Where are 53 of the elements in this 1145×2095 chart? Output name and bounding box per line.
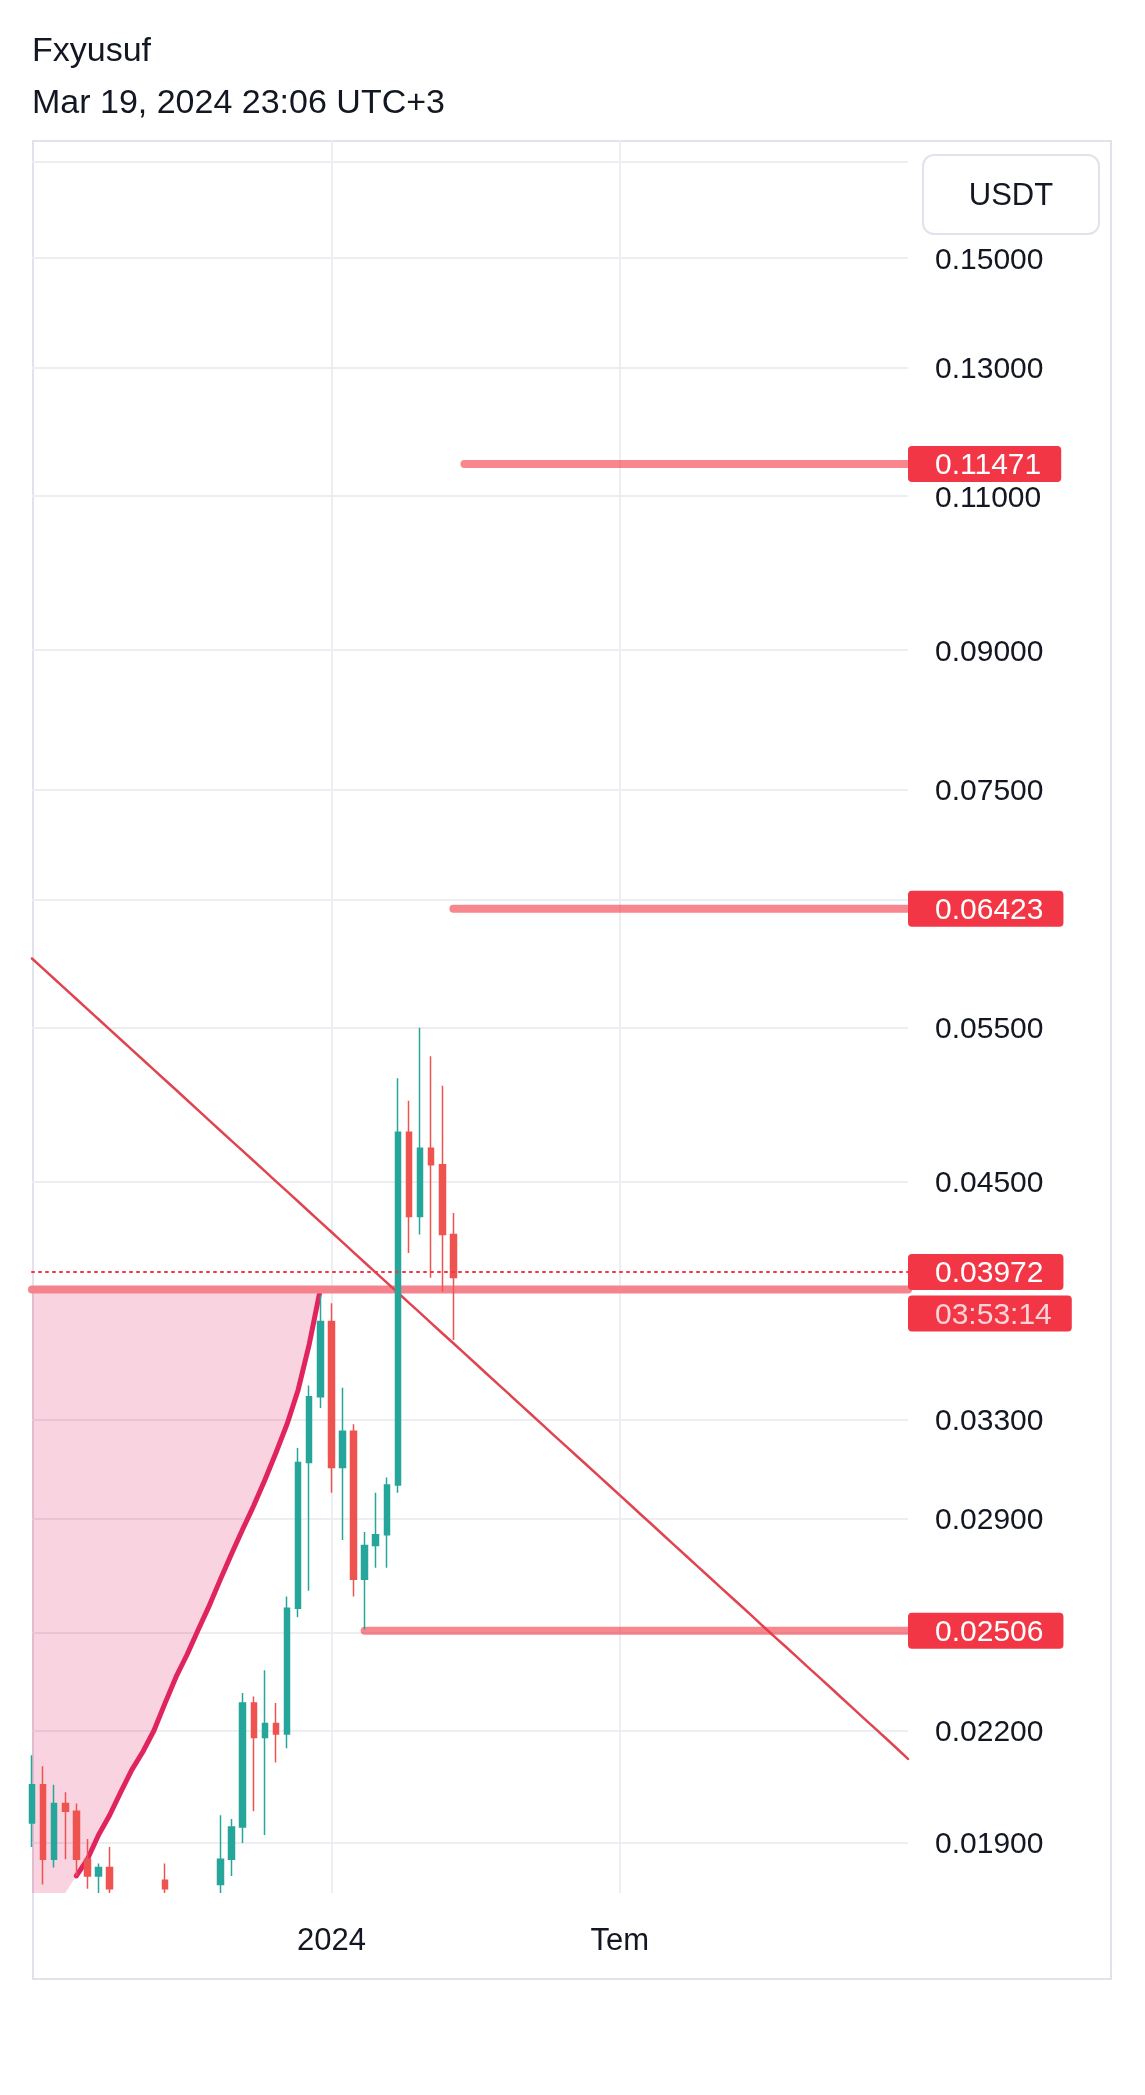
data-label: 0.11471 (935, 447, 1042, 481)
candlestick (216, 1814, 225, 1894)
candlestick (50, 1783, 58, 1869)
candlestick (360, 1531, 369, 1631)
line-series (30, 957, 910, 1761)
data-label: 0.02506 (935, 1614, 1044, 1648)
candlestick (227, 1818, 236, 1877)
y-tick-label: 0.02200 (935, 1714, 1044, 1748)
y-tick-label: 0.13000 (935, 351, 1044, 385)
candlestick (438, 1084, 447, 1293)
candlestick (238, 1692, 247, 1844)
candlestick (405, 1100, 413, 1254)
candlestick (371, 1491, 380, 1569)
y-tick-label: 0.09000 (935, 633, 1044, 667)
chart-subtitle: Mar 19, 2024 23:06 UTC+3 (32, 81, 445, 122)
candlestick (449, 1212, 458, 1341)
y-tick-label: 0.04500 (935, 1165, 1044, 1199)
candlestick (83, 1838, 92, 1890)
candlestick (28, 1754, 36, 1848)
candlestick (250, 1695, 258, 1813)
y-tick-label: 0.15000 (935, 241, 1044, 275)
x-tick-label: Tem (590, 1922, 649, 1957)
candlestick (316, 1294, 325, 1409)
y-tick-label: 0.11000 (935, 479, 1042, 513)
y-tick-label: 0.07500 (935, 773, 1044, 807)
text: 03:53:14 (935, 1296, 1052, 1330)
candlestick (349, 1423, 358, 1598)
candlestick (283, 1595, 291, 1749)
ref-line-label: 0.03972 (935, 1255, 1044, 1289)
candlestick (294, 1447, 302, 1619)
y-tick-label: 0.01900 (935, 1826, 1044, 1860)
candlestick (72, 1802, 81, 1877)
y-axis-title: USDT (968, 176, 1054, 213)
candlestick (383, 1476, 391, 1569)
candlestick (61, 1791, 70, 1861)
candlestick (261, 1669, 269, 1836)
candlestick (338, 1386, 347, 1541)
candlestick (39, 1765, 47, 1886)
candlestick (427, 1055, 435, 1279)
candlestick (305, 1384, 313, 1592)
data-label: 0.06423 (935, 892, 1044, 926)
chart-title: Fxyusuf (32, 29, 152, 70)
y-tick-label: 0.03300 (935, 1403, 1044, 1437)
y-tick-label: 0.02900 (935, 1502, 1044, 1536)
candlestick (272, 1702, 280, 1764)
candlestick (416, 1026, 424, 1236)
candlestick (94, 1862, 103, 1894)
candlestick (394, 1077, 402, 1494)
y-tick-label: 0.05500 (935, 1011, 1044, 1045)
candlestick (327, 1302, 336, 1494)
candlestick (105, 1846, 114, 1894)
x-tick-label: 2024 (296, 1922, 366, 1957)
candlestick (161, 1862, 169, 1894)
